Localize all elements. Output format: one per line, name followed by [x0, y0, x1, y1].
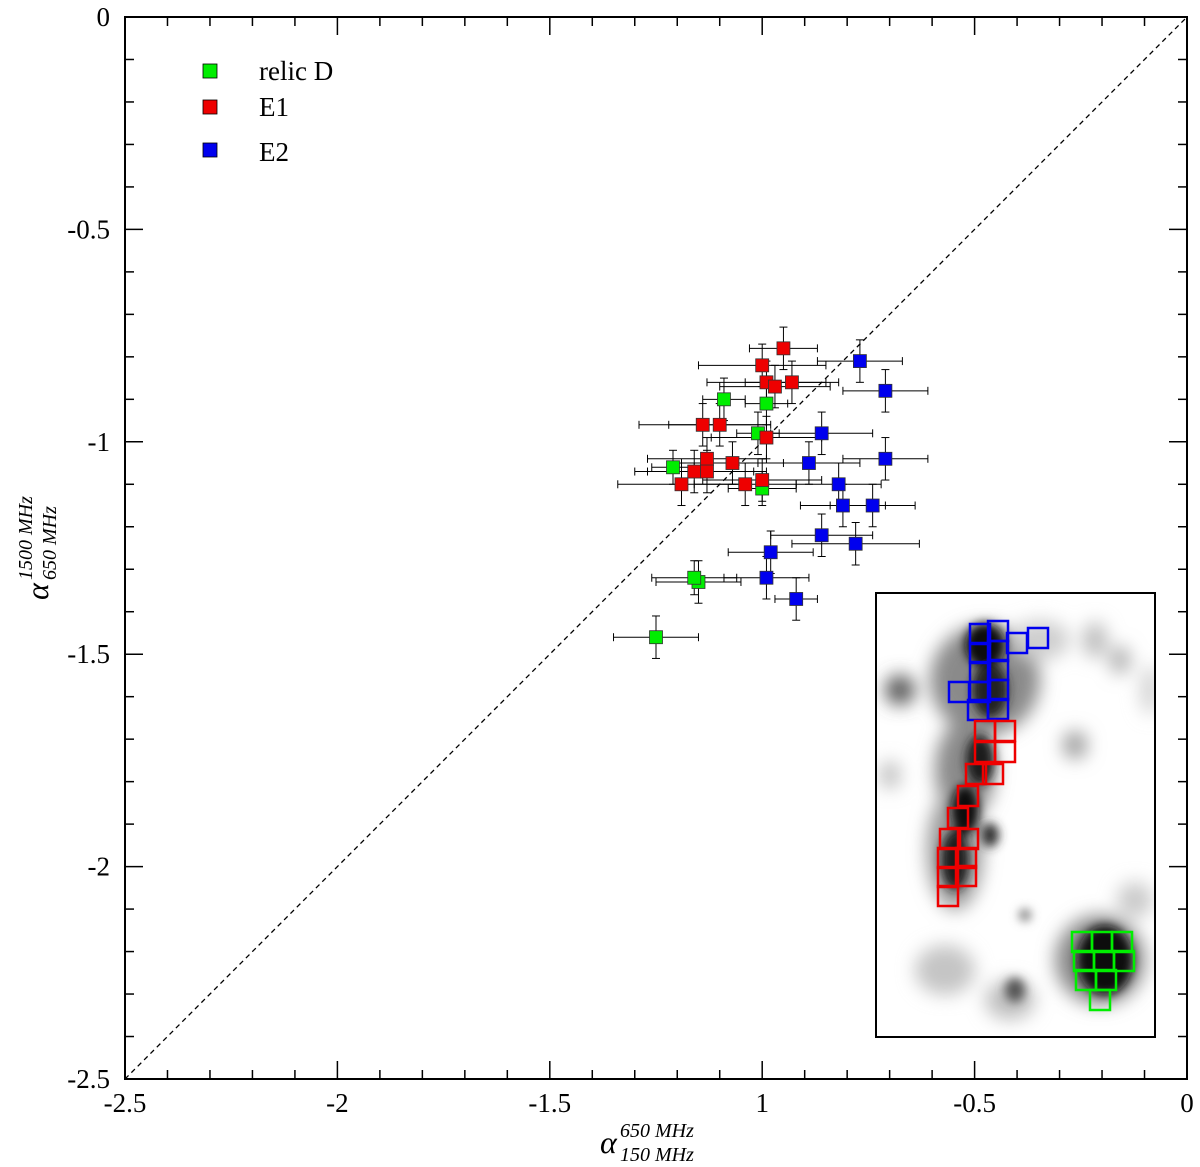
legend-swatch-e2: [202, 142, 218, 158]
data-point-e1: [768, 379, 782, 394]
data-point-relic-d: [717, 392, 731, 407]
data-point-e2: [878, 383, 893, 398]
data-point-e1: [755, 473, 770, 487]
x-tick-label: -0.5: [953, 1088, 996, 1118]
y-tick-label: -2.5: [67, 1064, 110, 1094]
data-point-e1: [776, 341, 791, 356]
legend: relic D E1 E2: [202, 56, 333, 167]
x-axis-label: α 650 MHz 150 MHz: [600, 1120, 694, 1166]
y-tick-label: -0.5: [67, 214, 110, 244]
x-tick-label: 0: [1180, 1088, 1194, 1118]
data-point-e2: [763, 545, 778, 560]
data-point-relic-d: [759, 396, 774, 411]
y-axis-label-symbol: α: [19, 582, 55, 600]
data-point-e2: [878, 451, 893, 466]
legend-label-e2: E2: [259, 137, 289, 167]
data-point-e1: [725, 456, 740, 470]
axis-ticks: [124, 16, 1188, 1080]
x-axis-label-symbol: α: [600, 1124, 618, 1160]
inset-relic-d-boxes: [1070, 930, 1136, 1012]
x-axis-label-sup: 650 MHz: [620, 1120, 694, 1142]
data-point-e2: [759, 570, 774, 585]
x-axis-label-sub: 150 MHz: [620, 1144, 694, 1166]
data-point-e2: [789, 592, 804, 606]
data-point-e1: [674, 477, 689, 492]
data-point-relic-d: [687, 570, 702, 585]
legend-label-relic-d: relic D: [259, 56, 333, 86]
reference-diagonal: [124, 16, 1188, 1080]
data-point-e1: [700, 464, 714, 479]
data-point-e1: [738, 477, 753, 492]
data-point-e2: [831, 477, 846, 492]
y-axis-label-sub: 650 MHz: [39, 506, 61, 580]
data-point-e1: [687, 464, 702, 479]
legend-swatch-e1: [202, 99, 218, 115]
data-point-e1: [755, 358, 770, 373]
data-point-e2: [848, 536, 863, 551]
inset-bright-cores: [941, 623, 1133, 1002]
inset-frame: [875, 592, 1156, 1038]
data-point-e1: [712, 417, 727, 432]
inset-map: [875, 592, 1156, 1038]
x-tick-label: -2.5: [104, 1088, 147, 1118]
x-tick-label: -1.5: [528, 1088, 571, 1118]
plot-frame: [124, 16, 1188, 1080]
y-tick-label: -1: [88, 427, 111, 457]
data-point-e1: [695, 417, 710, 432]
legend-label-e1: E1: [259, 92, 289, 122]
data-markers: [649, 341, 893, 645]
y-tick-label: -1.5: [67, 639, 110, 669]
data-point-e1: [785, 375, 799, 390]
inset-intensity: [880, 620, 1155, 1020]
data-point-e2: [814, 528, 829, 543]
data-point-e2: [865, 498, 880, 513]
y-axis-label-sup: 1500 MHz: [15, 496, 37, 580]
legend-swatch-relic-d: [202, 63, 218, 79]
data-point-e1: [700, 451, 714, 466]
inset-e1-boxes: [936, 719, 1017, 908]
data-point-relic-d: [649, 630, 663, 645]
data-point-e2: [836, 498, 850, 513]
data-point-e2: [802, 456, 816, 470]
y-axis-label: α 1500 MHz 650 MHz: [15, 496, 61, 600]
inset-e2-boxes: [947, 619, 1050, 722]
y-tick-label: -2: [88, 852, 111, 882]
data-point-relic-d: [666, 460, 680, 475]
data-point-e2: [814, 426, 829, 441]
data-point-e2: [853, 354, 867, 368]
x-tick-label: 1: [755, 1088, 769, 1118]
y-tick-labels: 0 -0.5 -1 -1.5 -2 -2.5: [67, 2, 110, 1094]
x-tick-labels: -2.5 -2 -1.5 1 -0.5 0: [104, 1088, 1194, 1118]
data-point-e1: [759, 430, 774, 445]
x-tick-label: -2: [326, 1088, 349, 1118]
y-tick-label: 0: [97, 2, 111, 32]
